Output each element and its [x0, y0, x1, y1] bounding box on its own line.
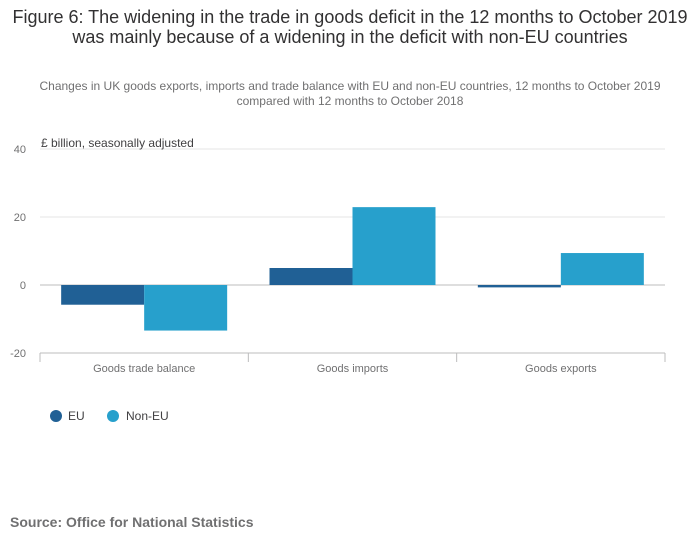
bar-non-eu-goods-exports[interactable]	[560, 253, 644, 285]
legend-item-non-eu[interactable]: Non-EU	[107, 409, 169, 423]
y-tick-label: 40	[14, 144, 26, 156]
legend-swatch-non-eu	[107, 410, 119, 422]
legend-label-eu: EU	[68, 409, 85, 423]
x-tick-label: Goods trade balance	[93, 363, 195, 375]
legend: EU Non-EU	[50, 409, 169, 423]
chart-subtitle: Changes in UK goods exports, imports and…	[39, 79, 661, 108]
x-tick-label: Goods exports	[525, 363, 597, 375]
y-tick-label: -20	[10, 348, 26, 360]
y-axis-ticks: 40 20 0 -20	[10, 144, 26, 360]
bar-eu-goods-trade-balance[interactable]	[61, 285, 145, 305]
source-note: Source: Office for National Statistics	[10, 514, 254, 530]
y-axis-label: £ billion, seasonally adjusted	[41, 136, 194, 150]
x-axis: Goods trade balance Goods imports Goods …	[39, 352, 666, 375]
bar-non-eu-goods-imports[interactable]	[352, 207, 436, 285]
legend-swatch-eu	[50, 410, 62, 422]
bar-non-eu-goods-trade-balance[interactable]	[144, 285, 228, 331]
bars	[61, 207, 644, 331]
legend-item-eu[interactable]: EU	[50, 409, 85, 423]
bar-eu-goods-exports[interactable]	[477, 285, 561, 288]
y-tick-label: 0	[20, 280, 26, 292]
legend-label-non-eu: Non-EU	[126, 409, 169, 423]
chart-title: Figure 6: The widening in the trade in g…	[12, 7, 688, 47]
bar-eu-goods-imports[interactable]	[269, 268, 353, 285]
y-tick-label: 20	[14, 212, 26, 224]
x-tick-label: Goods imports	[317, 363, 389, 375]
